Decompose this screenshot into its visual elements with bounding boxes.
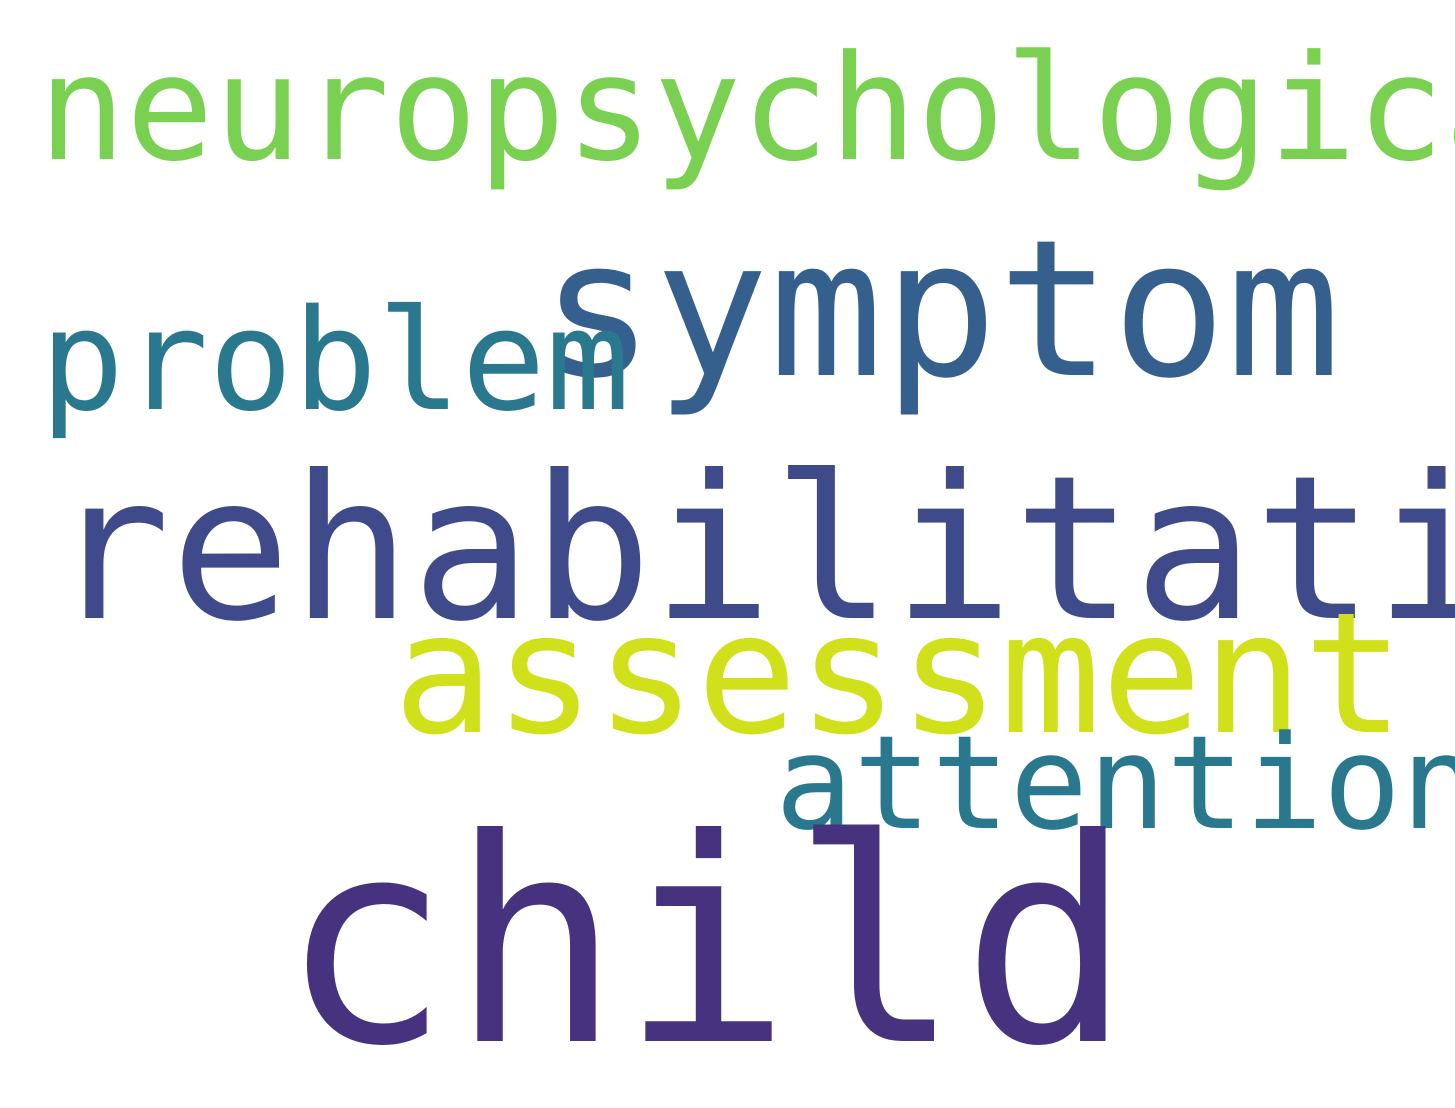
word-symptom: symptom (540, 199, 1341, 420)
word-rehabilitation: rehabilitation (50, 433, 1455, 666)
word-child: child (280, 778, 1132, 1108)
word-attention: attention (775, 707, 1455, 859)
word-assessment: assessment (393, 576, 1405, 772)
word-problem: problem (40, 280, 631, 443)
word-neuropsychological: neuropsychological (38, 24, 1455, 194)
